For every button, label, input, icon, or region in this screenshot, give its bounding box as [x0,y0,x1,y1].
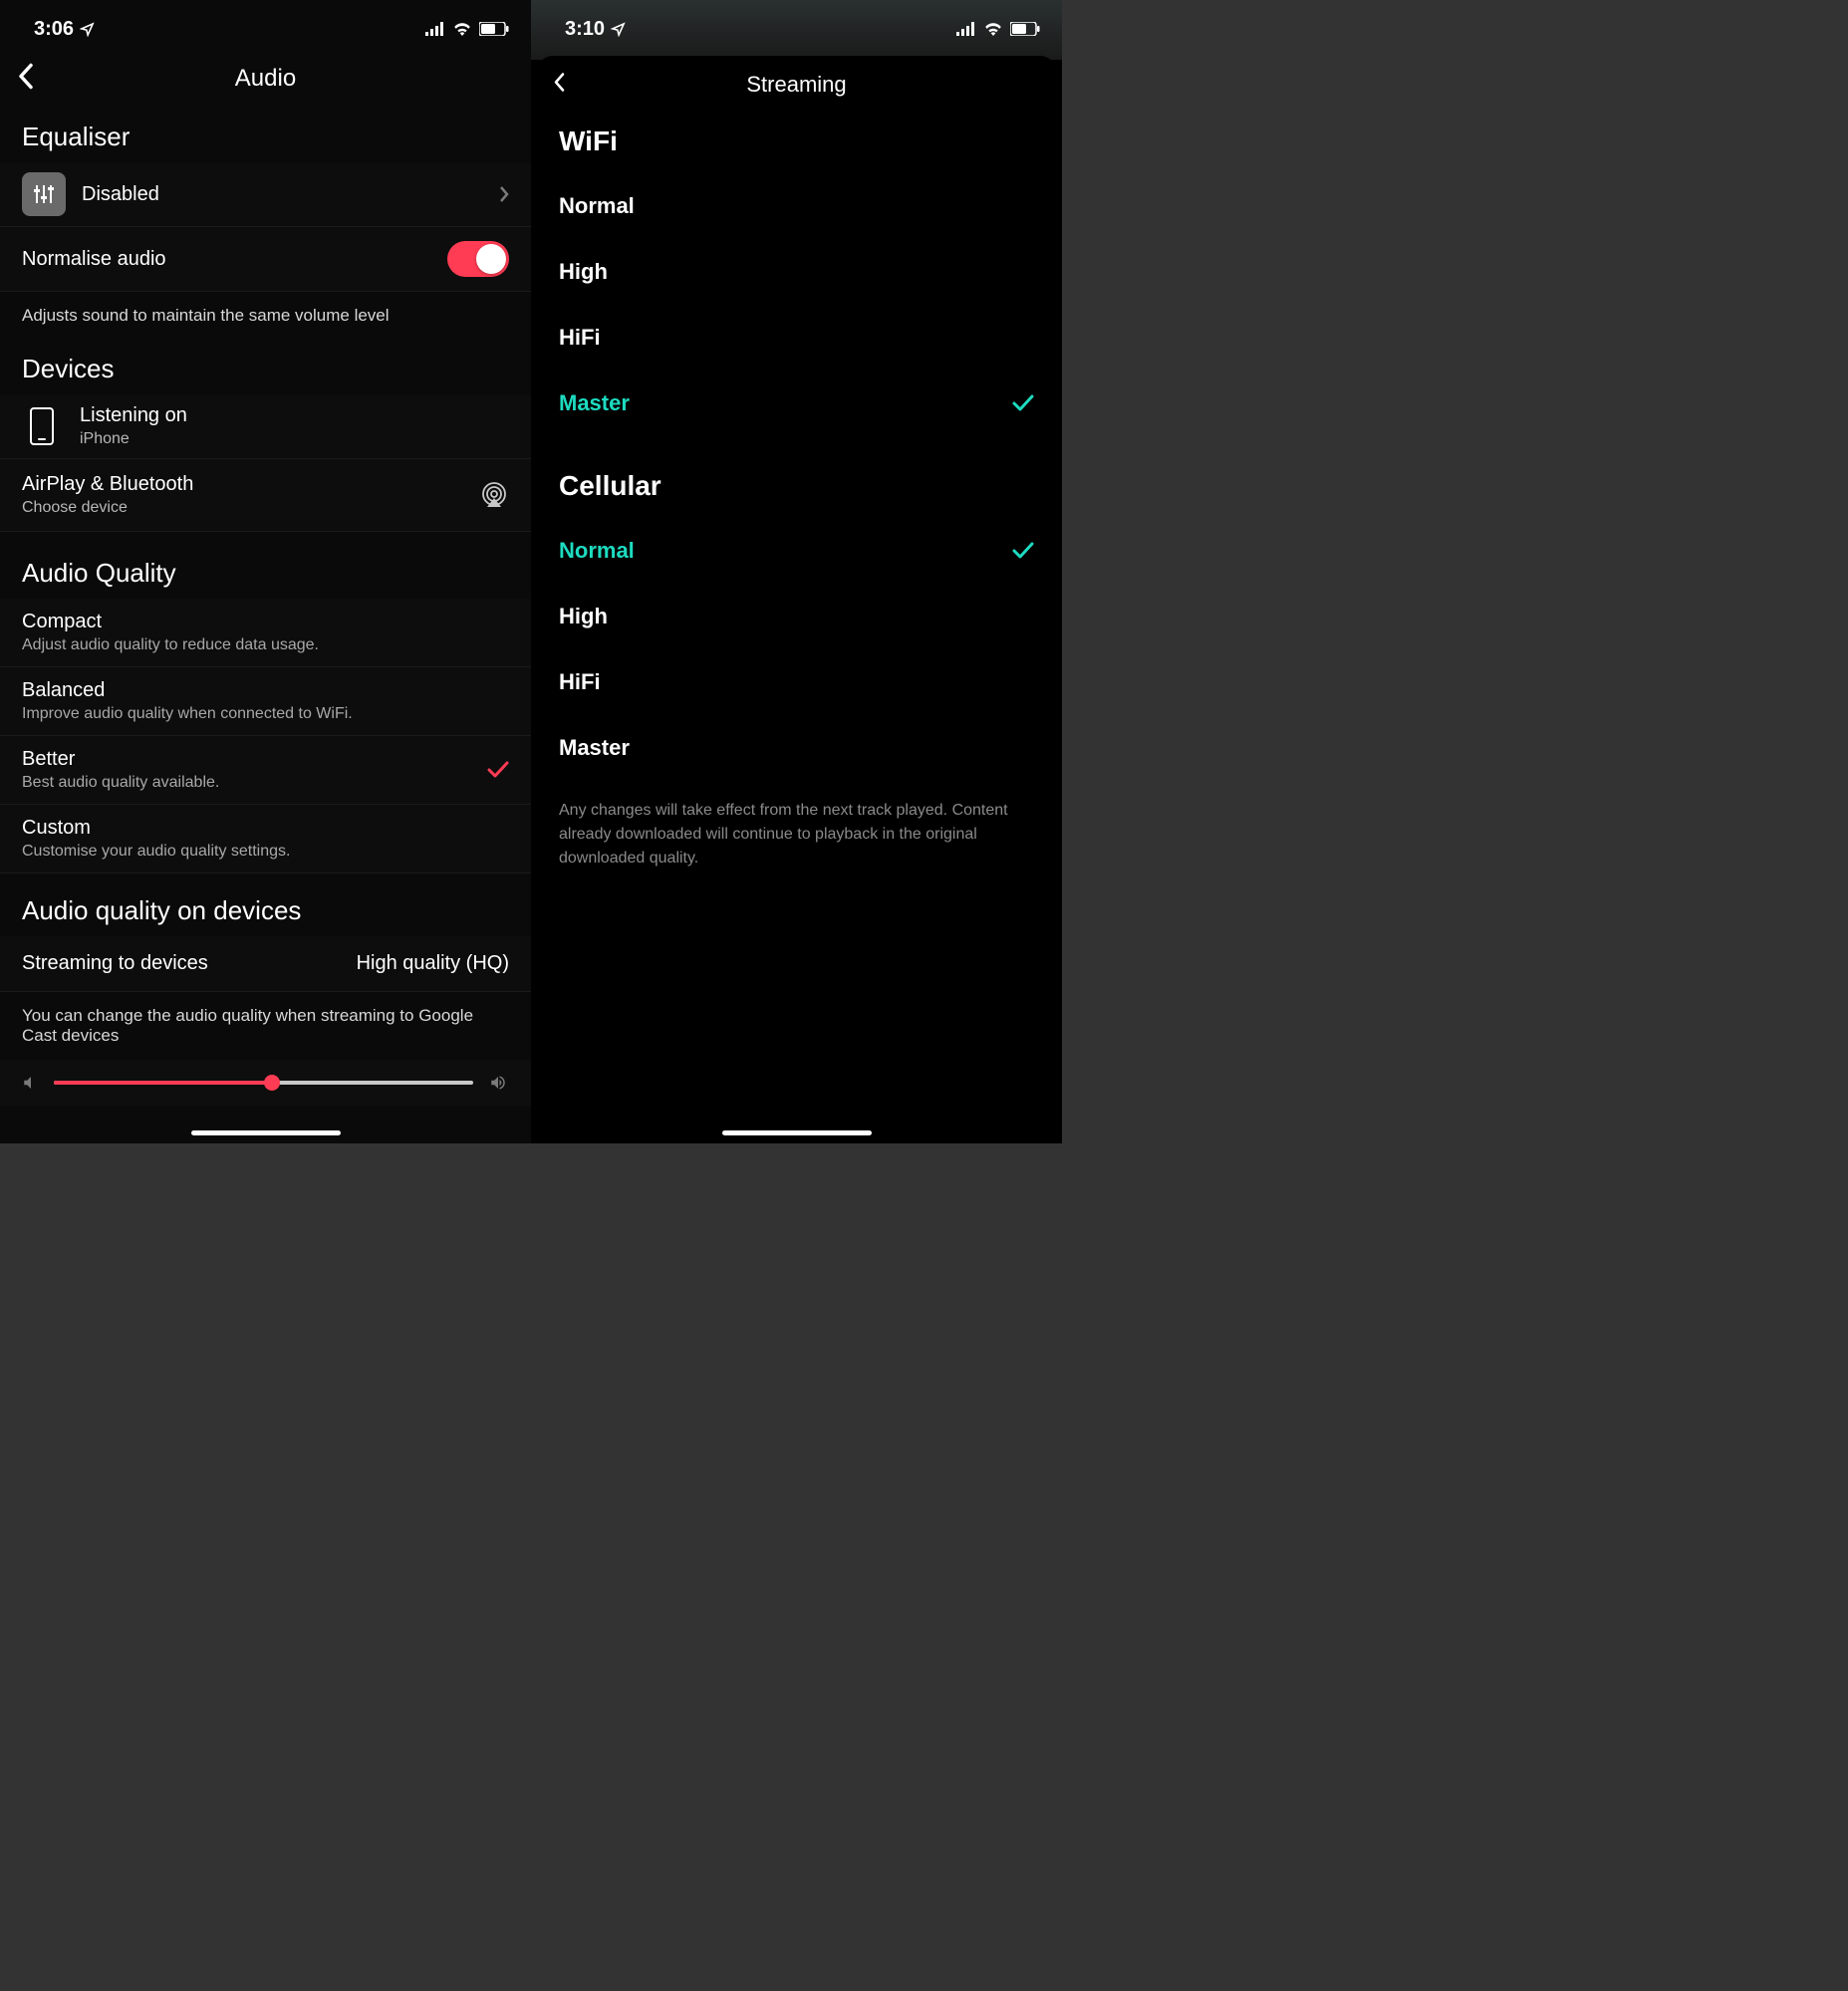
sheet-title: Streaming [746,72,846,98]
streaming-option[interactable]: Normal [537,518,1056,584]
battery-icon [479,22,509,36]
home-indicator[interactable] [191,1130,341,1135]
stream-row[interactable]: Streaming to devices High quality (HQ) [0,936,531,992]
wifi-icon [452,22,472,36]
volume-low-icon [22,1074,40,1092]
home-indicator[interactable] [722,1130,872,1135]
normalise-label: Normalise audio [22,248,447,271]
check-icon [1012,394,1034,412]
option-label: Normal [559,538,635,564]
normalise-toggle[interactable] [447,241,509,277]
airplay-sub: Choose device [22,499,479,517]
equaliser-value: Disabled [82,183,499,206]
section-devq: Audio quality on devices [0,873,531,936]
chevron-left-icon [553,73,565,93]
streaming-option[interactable]: HiFi [537,305,1056,371]
wifi-icon [983,22,1003,36]
stream-label: Streaming to devices [22,952,208,975]
normalise-row[interactable]: Normalise audio [0,227,531,292]
location-icon [80,22,95,37]
left-screen: 3:06 Audio Equaliser Disabled Normalise … [0,0,531,1143]
listening-row[interactable]: Listening on iPhone [0,394,531,459]
quality-title: Better [22,748,219,771]
sheet: Streaming WiFi Normal High HiFi Master Cell… [537,56,1056,1143]
section-equaliser: Equaliser [0,108,531,162]
listening-label: Listening on [80,404,509,427]
airplay-row[interactable]: AirPlay & Bluetooth Choose device [0,459,531,532]
option-label: High [559,604,608,629]
phone-icon [30,407,54,445]
normalise-note: Adjusts sound to maintain the same volum… [0,292,531,340]
quality-option[interactable]: Compact Adjust audio quality to reduce da… [0,599,531,667]
option-label: HiFi [559,669,601,695]
option-label: Master [559,390,630,416]
stream-note: You can change the audio quality when st… [0,992,531,1060]
back-button[interactable] [553,73,565,98]
status-bar: 3:06 [0,0,531,50]
quality-sub: Improve audio quality when connected to … [22,705,353,723]
equaliser-row[interactable]: Disabled [0,162,531,227]
streaming-option[interactable]: Master [537,371,1056,436]
option-label: HiFi [559,325,601,351]
quality-option[interactable]: Balanced Improve audio quality when conne… [0,667,531,736]
section-devices: Devices [0,340,531,394]
chevron-left-icon [18,64,34,90]
cellular-icon [956,22,976,36]
streaming-option[interactable]: High [537,239,1056,305]
chevron-right-icon [499,185,509,203]
streaming-option[interactable]: Master [537,715,1056,781]
streaming-option[interactable]: Normal [537,173,1056,239]
page-header: Audio [0,50,531,108]
quality-sub: Customise your audio quality settings. [22,843,290,861]
listening-device: iPhone [80,430,509,448]
back-button[interactable] [18,64,34,95]
status-icons [425,22,509,36]
slider-track[interactable] [54,1081,473,1085]
streaming-option[interactable]: HiFi [537,649,1056,715]
time-text: 3:06 [34,18,74,41]
group-cellular: Cellular [537,436,1056,518]
check-icon [487,761,509,779]
cellular-icon [425,22,445,36]
slider-thumb[interactable] [264,1075,280,1091]
quality-title: Compact [22,611,319,633]
quality-title: Custom [22,817,290,840]
location-icon [611,22,626,37]
time-text: 3:10 [565,18,605,41]
sheet-header: Streaming [537,56,1056,114]
battery-icon [1010,22,1040,36]
quality-option[interactable]: Custom Customise your audio quality setti… [0,805,531,873]
streaming-option[interactable]: High [537,584,1056,649]
check-icon [1012,542,1034,560]
option-label: High [559,259,608,285]
option-label: Master [559,735,630,761]
status-bar: 3:10 [531,0,1062,50]
section-quality: Audio Quality [0,532,531,599]
quality-sub: Adjust audio quality to reduce data usag… [22,636,319,654]
status-icons [956,22,1040,36]
option-label: Normal [559,193,635,219]
equaliser-icon [22,172,66,216]
status-time: 3:10 [565,18,626,41]
quality-option[interactable]: Better Best audio quality available. [0,736,531,805]
stream-value: High quality (HQ) [357,952,509,975]
page-title: Audio [235,65,296,93]
disclaimer: Any changes will take effect from the ne… [537,781,1056,888]
quality-title: Balanced [22,679,353,702]
volume-high-icon [487,1074,509,1092]
group-wifi: WiFi [537,114,1056,173]
status-time: 3:06 [34,18,95,41]
volume-slider[interactable] [0,1060,531,1106]
right-screen: 3:10 Streaming WiFi Normal High HiFi Master… [531,0,1062,1143]
airplay-icon [479,481,509,509]
airplay-label: AirPlay & Bluetooth [22,473,479,496]
quality-sub: Best audio quality available. [22,774,219,792]
